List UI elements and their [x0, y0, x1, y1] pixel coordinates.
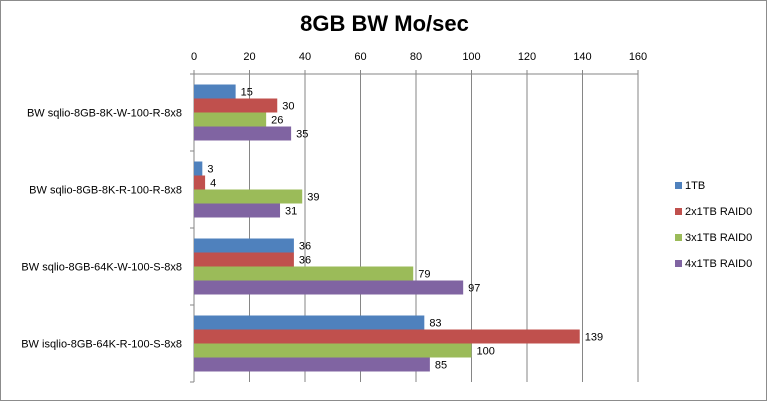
- bar: [194, 357, 430, 372]
- bar: [194, 98, 278, 113]
- category-label: BW sqlio-8GB-8K-R-100-R-8x8: [29, 185, 182, 197]
- legend-swatch: [675, 182, 682, 189]
- x-tick-label: 0: [191, 51, 197, 63]
- chart-title: 8GB BW Mo/sec: [300, 11, 469, 36]
- bar: [194, 252, 294, 267]
- x-tick-label: 60: [354, 51, 366, 63]
- data-label: 4: [210, 178, 216, 190]
- bar: [194, 266, 414, 281]
- category-label: BW sqlio-8GB-64K-W-100-S-8x8: [21, 262, 182, 274]
- data-label: 26: [271, 115, 283, 127]
- bar: [194, 189, 303, 204]
- data-label: 30: [282, 101, 294, 113]
- bar: [194, 203, 281, 218]
- legend-swatch: [675, 208, 682, 215]
- x-tick-label: 160: [629, 51, 647, 63]
- data-label: 79: [418, 269, 430, 281]
- data-label: 31: [285, 206, 297, 218]
- bar: [194, 329, 580, 344]
- bar: [194, 112, 267, 127]
- x-tick-label: 120: [518, 51, 536, 63]
- bar: [194, 343, 472, 358]
- data-label: 83: [429, 318, 441, 330]
- bar: [194, 126, 292, 141]
- bar: [194, 175, 206, 190]
- legend-swatch: [675, 234, 682, 241]
- x-tick-label: 80: [410, 51, 422, 63]
- x-tick-label: 140: [573, 51, 591, 63]
- data-label: 36: [299, 241, 311, 253]
- data-label: 15: [241, 87, 253, 99]
- x-tick-label: 40: [299, 51, 311, 63]
- data-label: 85: [435, 360, 447, 372]
- data-label: 36: [299, 255, 311, 267]
- legend-swatch: [675, 260, 682, 267]
- x-tick-label: 100: [462, 51, 480, 63]
- category-label: BW isqlio-8GB-64K-R-100-S-8x8: [21, 339, 182, 351]
- bar: [194, 315, 425, 330]
- x-tick-label: 20: [243, 51, 255, 63]
- bar: [194, 84, 236, 99]
- category-label: BW sqlio-8GB-8K-W-100-R-8x8: [27, 108, 182, 120]
- legend-label: 1TB: [685, 180, 705, 192]
- legend-label: 2x1TB RAID0: [685, 206, 752, 218]
- bar: [194, 161, 203, 176]
- data-label: 139: [585, 332, 603, 344]
- data-label: 35: [296, 129, 308, 141]
- legend-label: 4x1TB RAID0: [685, 258, 752, 270]
- data-label: 3: [207, 164, 213, 176]
- bar: [194, 280, 464, 295]
- data-label: 39: [307, 192, 319, 204]
- data-label: 97: [468, 283, 480, 295]
- legend-label: 3x1TB RAID0: [685, 232, 752, 244]
- bar: [194, 238, 294, 253]
- data-label: 100: [477, 346, 495, 358]
